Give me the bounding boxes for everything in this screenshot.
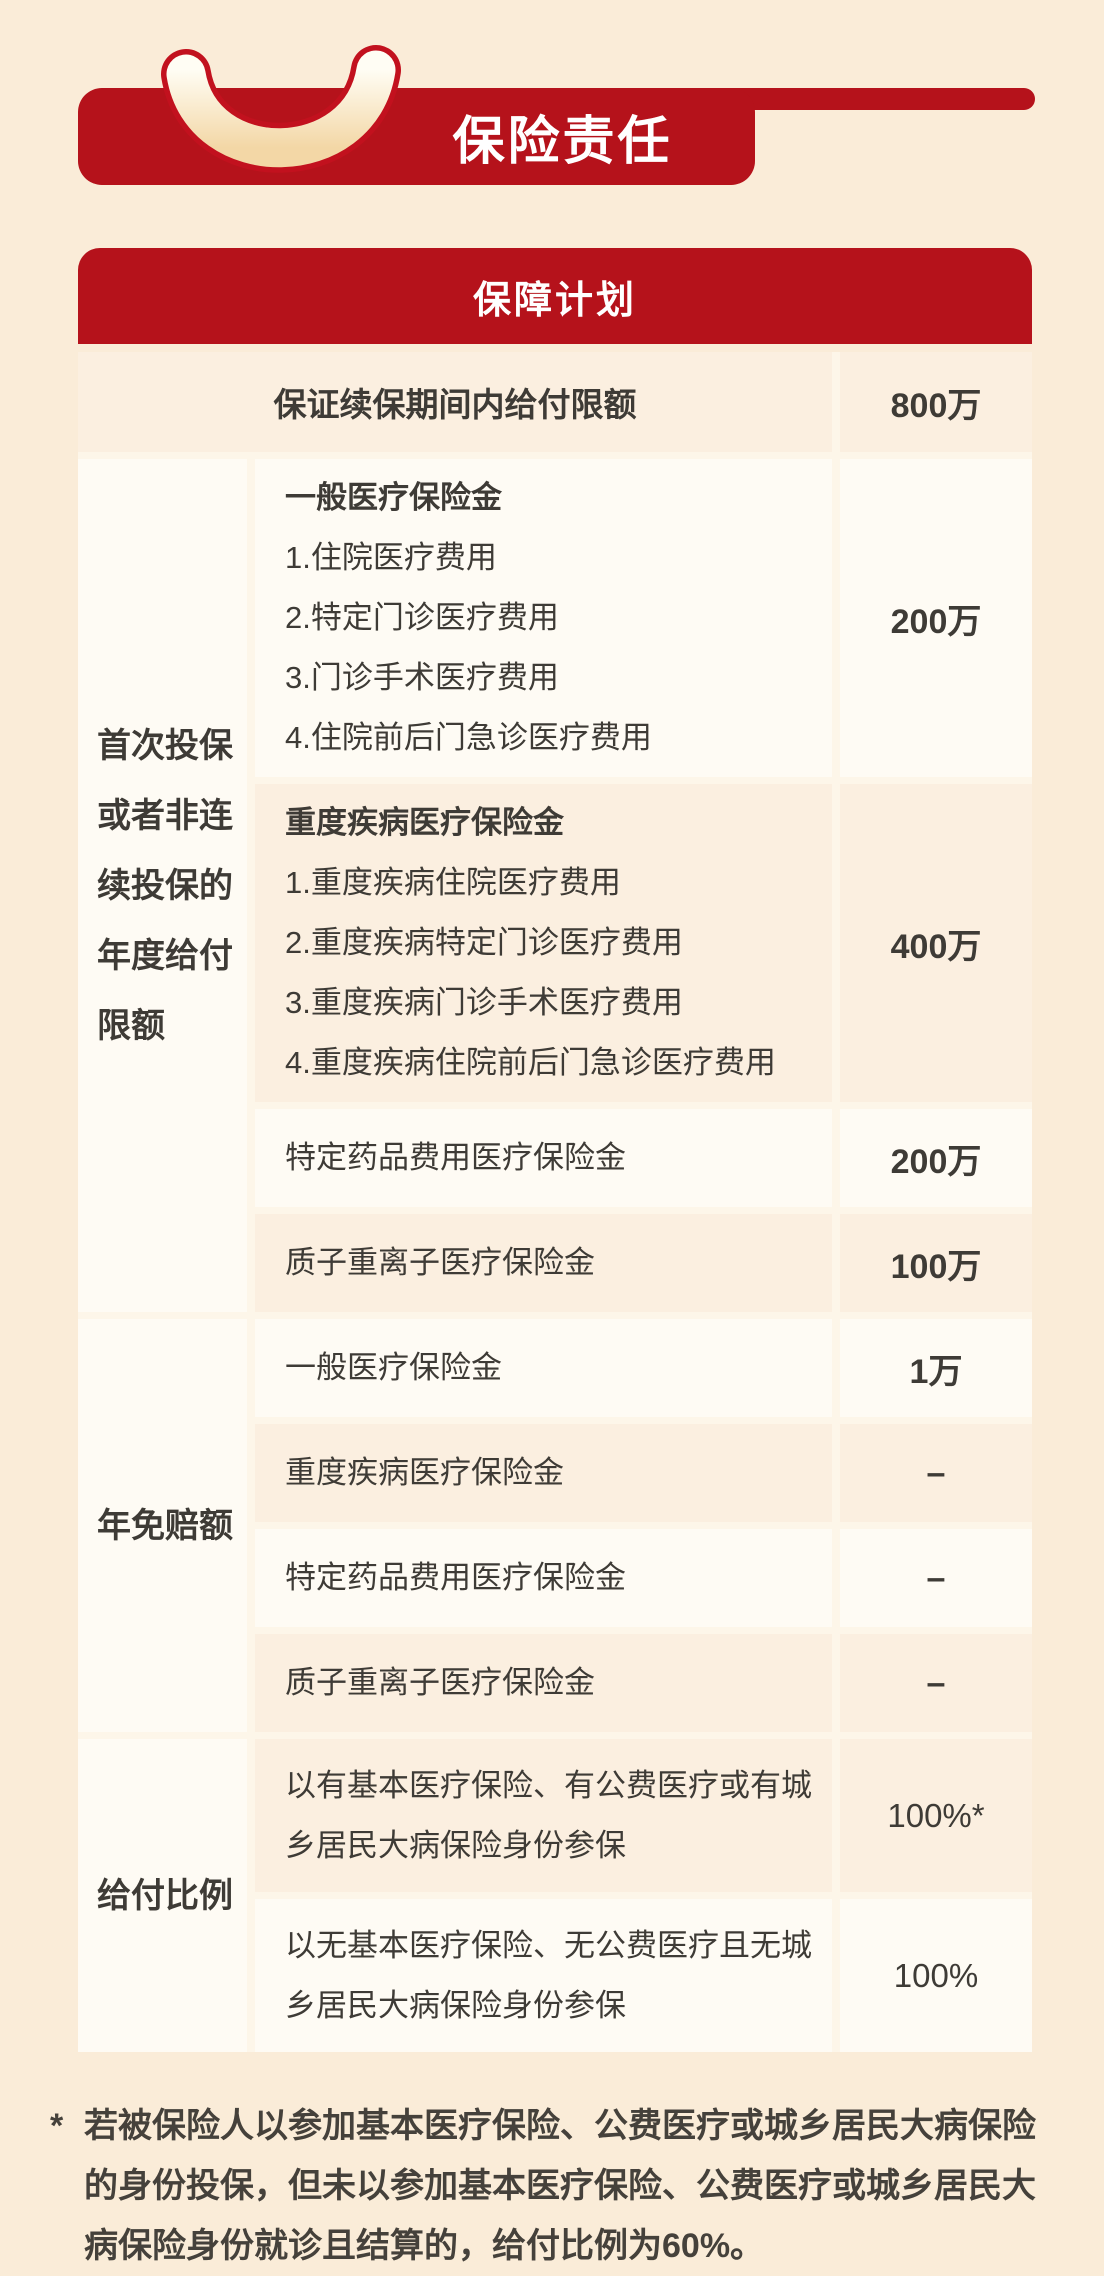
deductible-value: – bbox=[840, 1529, 1032, 1627]
deductible-value: – bbox=[840, 1634, 1032, 1732]
benefit-value: 200万 bbox=[840, 1109, 1032, 1207]
payout-with-basic-insurance: 以有基本医疗保险、有公费医疗或有城乡居民大病保险身份参保 bbox=[255, 1739, 832, 1892]
payout-without-basic-insurance: 以无基本医疗保险、无公费医疗且无城乡居民大病保险身份参保 bbox=[255, 1899, 832, 2052]
footnote: * 若被保险人以参加基本医疗保险、公费医疗或城乡居民大病保险的身份投保，但未以参… bbox=[50, 2096, 1064, 2276]
benefit-item: 4.重度疾病住院前后门急诊医疗费用 bbox=[285, 1045, 776, 1080]
benefit-item: 2.特定门诊医疗费用 bbox=[285, 600, 559, 635]
benefit-title: 一般医疗保险金 bbox=[285, 480, 502, 515]
deductible-special-drugs: 特定药品费用医疗保险金 bbox=[255, 1529, 832, 1627]
benefit-item: 3.门诊手术医疗费用 bbox=[285, 660, 559, 695]
limit-row-label: 保证续保期间内给付限额 bbox=[78, 352, 832, 452]
bag-handle-icon bbox=[150, 42, 412, 192]
group-label-payout-ratio: 给付比例 bbox=[78, 1739, 247, 2052]
deductible-proton: 质子重离子医疗保险金 bbox=[255, 1634, 832, 1732]
benefit-item: 2.重度疾病特定门诊医疗费用 bbox=[285, 925, 683, 960]
benefit-title: 重度疾病医疗保险金 bbox=[285, 805, 564, 840]
plan-header: 保障计划 bbox=[78, 248, 1032, 344]
deductible-general: 一般医疗保险金 bbox=[255, 1319, 832, 1417]
benefit-item: 3.重度疾病门诊手术医疗费用 bbox=[285, 985, 683, 1020]
benefit-general-medical: 一般医疗保险金 1.住院医疗费用 2.特定门诊医疗费用 3.门诊手术医疗费用 4… bbox=[255, 459, 832, 777]
group-label-deductible: 年免赔额 bbox=[78, 1319, 247, 1732]
benefits-table: 保证续保期间内给付限额 800万 首次投保或者非连续投保的年度给付限额 一般医疗… bbox=[78, 352, 1032, 2052]
benefit-item: 4.住院前后门急诊医疗费用 bbox=[285, 720, 652, 755]
payout-value: 100% bbox=[840, 1899, 1032, 2052]
footnote-asterisk: * bbox=[50, 2107, 64, 2145]
deductible-value: 1万 bbox=[840, 1319, 1032, 1417]
limit-row-value: 800万 bbox=[840, 352, 1032, 452]
benefit-critical-illness: 重度疾病医疗保险金 1.重度疾病住院医疗费用 2.重度疾病特定门诊医疗费用 3.… bbox=[255, 784, 832, 1102]
benefit-value: 100万 bbox=[840, 1214, 1032, 1312]
benefit-special-drugs: 特定药品费用医疗保险金 bbox=[255, 1109, 832, 1207]
group-label-annual-limit: 首次投保或者非连续投保的年度给付限额 bbox=[78, 459, 247, 1312]
deductible-critical: 重度疾病医疗保险金 bbox=[255, 1424, 832, 1522]
page-title: 保险责任 bbox=[452, 112, 673, 171]
payout-value: 100%* bbox=[840, 1739, 1032, 1892]
benefit-value: 200万 bbox=[840, 459, 1032, 777]
banner-extension-line bbox=[730, 88, 1035, 110]
deductible-value: – bbox=[840, 1424, 1032, 1522]
benefit-value: 400万 bbox=[840, 784, 1032, 1102]
benefit-proton-heavy-ion: 质子重离子医疗保险金 bbox=[255, 1214, 832, 1312]
footnote-text: 若被保险人以参加基本医疗保险、公费医疗或城乡居民大病保险的身份投保，但未以参加基… bbox=[84, 2107, 1036, 2265]
benefit-item: 1.住院医疗费用 bbox=[285, 540, 497, 575]
benefit-item: 1.重度疾病住院医疗费用 bbox=[285, 865, 621, 900]
